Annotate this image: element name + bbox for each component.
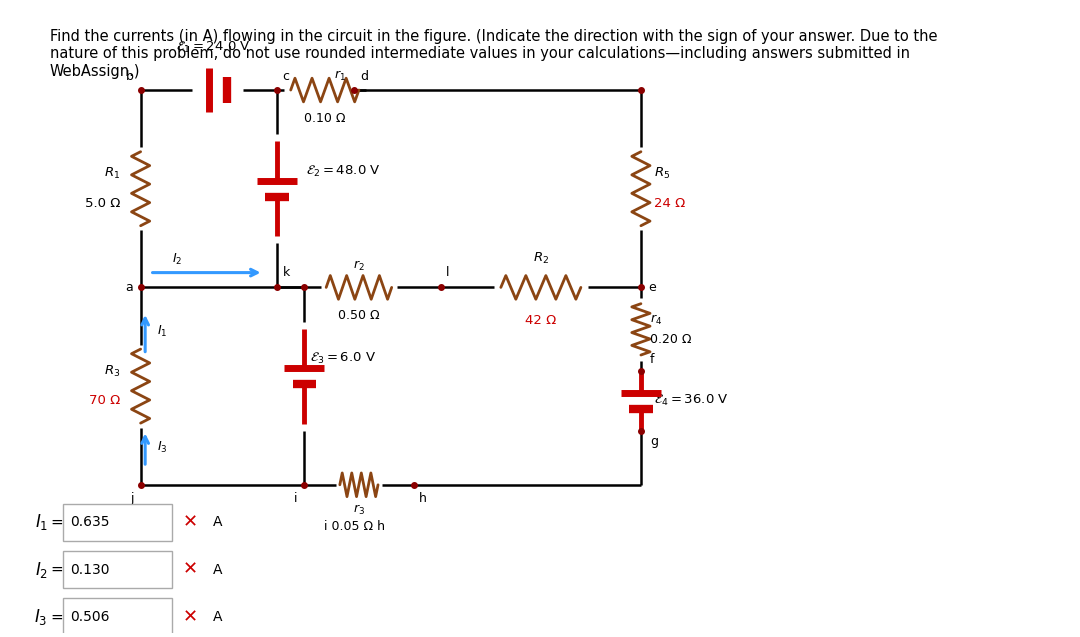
Text: =: = (51, 562, 64, 577)
Text: 0.50 Ω: 0.50 Ω (338, 309, 380, 322)
Text: $I_2$: $I_2$ (35, 560, 48, 580)
Text: A: A (214, 562, 222, 576)
Text: $r_2$: $r_2$ (353, 259, 365, 273)
Text: $\mathcal{E}_2 = 48.0$ V: $\mathcal{E}_2 = 48.0$ V (306, 164, 381, 178)
Text: 0.130: 0.130 (70, 562, 110, 576)
Text: =: = (51, 515, 64, 530)
Text: 0.506: 0.506 (70, 610, 110, 624)
Text: ✕: ✕ (184, 561, 199, 578)
Text: e: e (648, 281, 656, 294)
Text: $\mathcal{E}_3 = 6.0$ V: $\mathcal{E}_3 = 6.0$ V (310, 351, 376, 366)
Text: $R_5$: $R_5$ (653, 166, 670, 182)
Text: Find the currents (in A) flowing in the circuit in the figure. (Indicate the dir: Find the currents (in A) flowing in the … (50, 29, 937, 78)
Text: g: g (650, 436, 658, 448)
FancyBboxPatch shape (64, 503, 173, 541)
Text: j: j (130, 492, 133, 505)
Text: $I_3$: $I_3$ (157, 440, 167, 455)
FancyBboxPatch shape (64, 598, 173, 636)
Text: l: l (446, 266, 449, 278)
Text: 0.20 Ω: 0.20 Ω (650, 333, 691, 346)
Text: $R_3$: $R_3$ (105, 364, 121, 379)
Text: A: A (214, 515, 222, 529)
Text: 0.635: 0.635 (70, 515, 110, 529)
Text: f: f (650, 354, 654, 366)
Text: 70 Ω: 70 Ω (90, 394, 121, 408)
Text: 42 Ω: 42 Ω (525, 314, 556, 327)
Text: $r_4$: $r_4$ (650, 312, 662, 327)
Text: $\mathcal{E}_4 = 36.0$ V: $\mathcal{E}_4 = 36.0$ V (653, 394, 728, 408)
Text: $\mathcal{E}_1 = 24.0$ V: $\mathcal{E}_1 = 24.0$ V (176, 40, 251, 55)
Text: c: c (283, 70, 289, 83)
Text: A: A (214, 610, 222, 624)
Text: =: = (51, 610, 64, 624)
Text: $I_2$: $I_2$ (173, 252, 183, 268)
FancyBboxPatch shape (64, 551, 173, 589)
Text: ✕: ✕ (184, 513, 199, 531)
Text: $I_3$: $I_3$ (35, 607, 48, 627)
Text: d: d (360, 70, 368, 83)
Text: b: b (125, 70, 133, 83)
Text: k: k (283, 266, 289, 278)
Text: $R_2$: $R_2$ (532, 250, 549, 266)
Text: h: h (419, 492, 427, 505)
Text: $I_1$: $I_1$ (35, 512, 48, 533)
Text: 5.0 Ω: 5.0 Ω (85, 197, 121, 210)
Text: i: i (294, 492, 297, 505)
Text: 24 Ω: 24 Ω (653, 197, 685, 210)
Text: a: a (125, 281, 133, 294)
Text: $R_1$: $R_1$ (105, 166, 121, 182)
Text: $r_3$: $r_3$ (353, 503, 365, 517)
Text: 0.10 Ω: 0.10 Ω (305, 111, 346, 125)
Text: $I_1$: $I_1$ (157, 324, 167, 340)
Text: i 0.05 Ω h: i 0.05 Ω h (324, 520, 384, 533)
Text: ✕: ✕ (184, 608, 199, 626)
Text: $r_1$: $r_1$ (334, 69, 346, 83)
